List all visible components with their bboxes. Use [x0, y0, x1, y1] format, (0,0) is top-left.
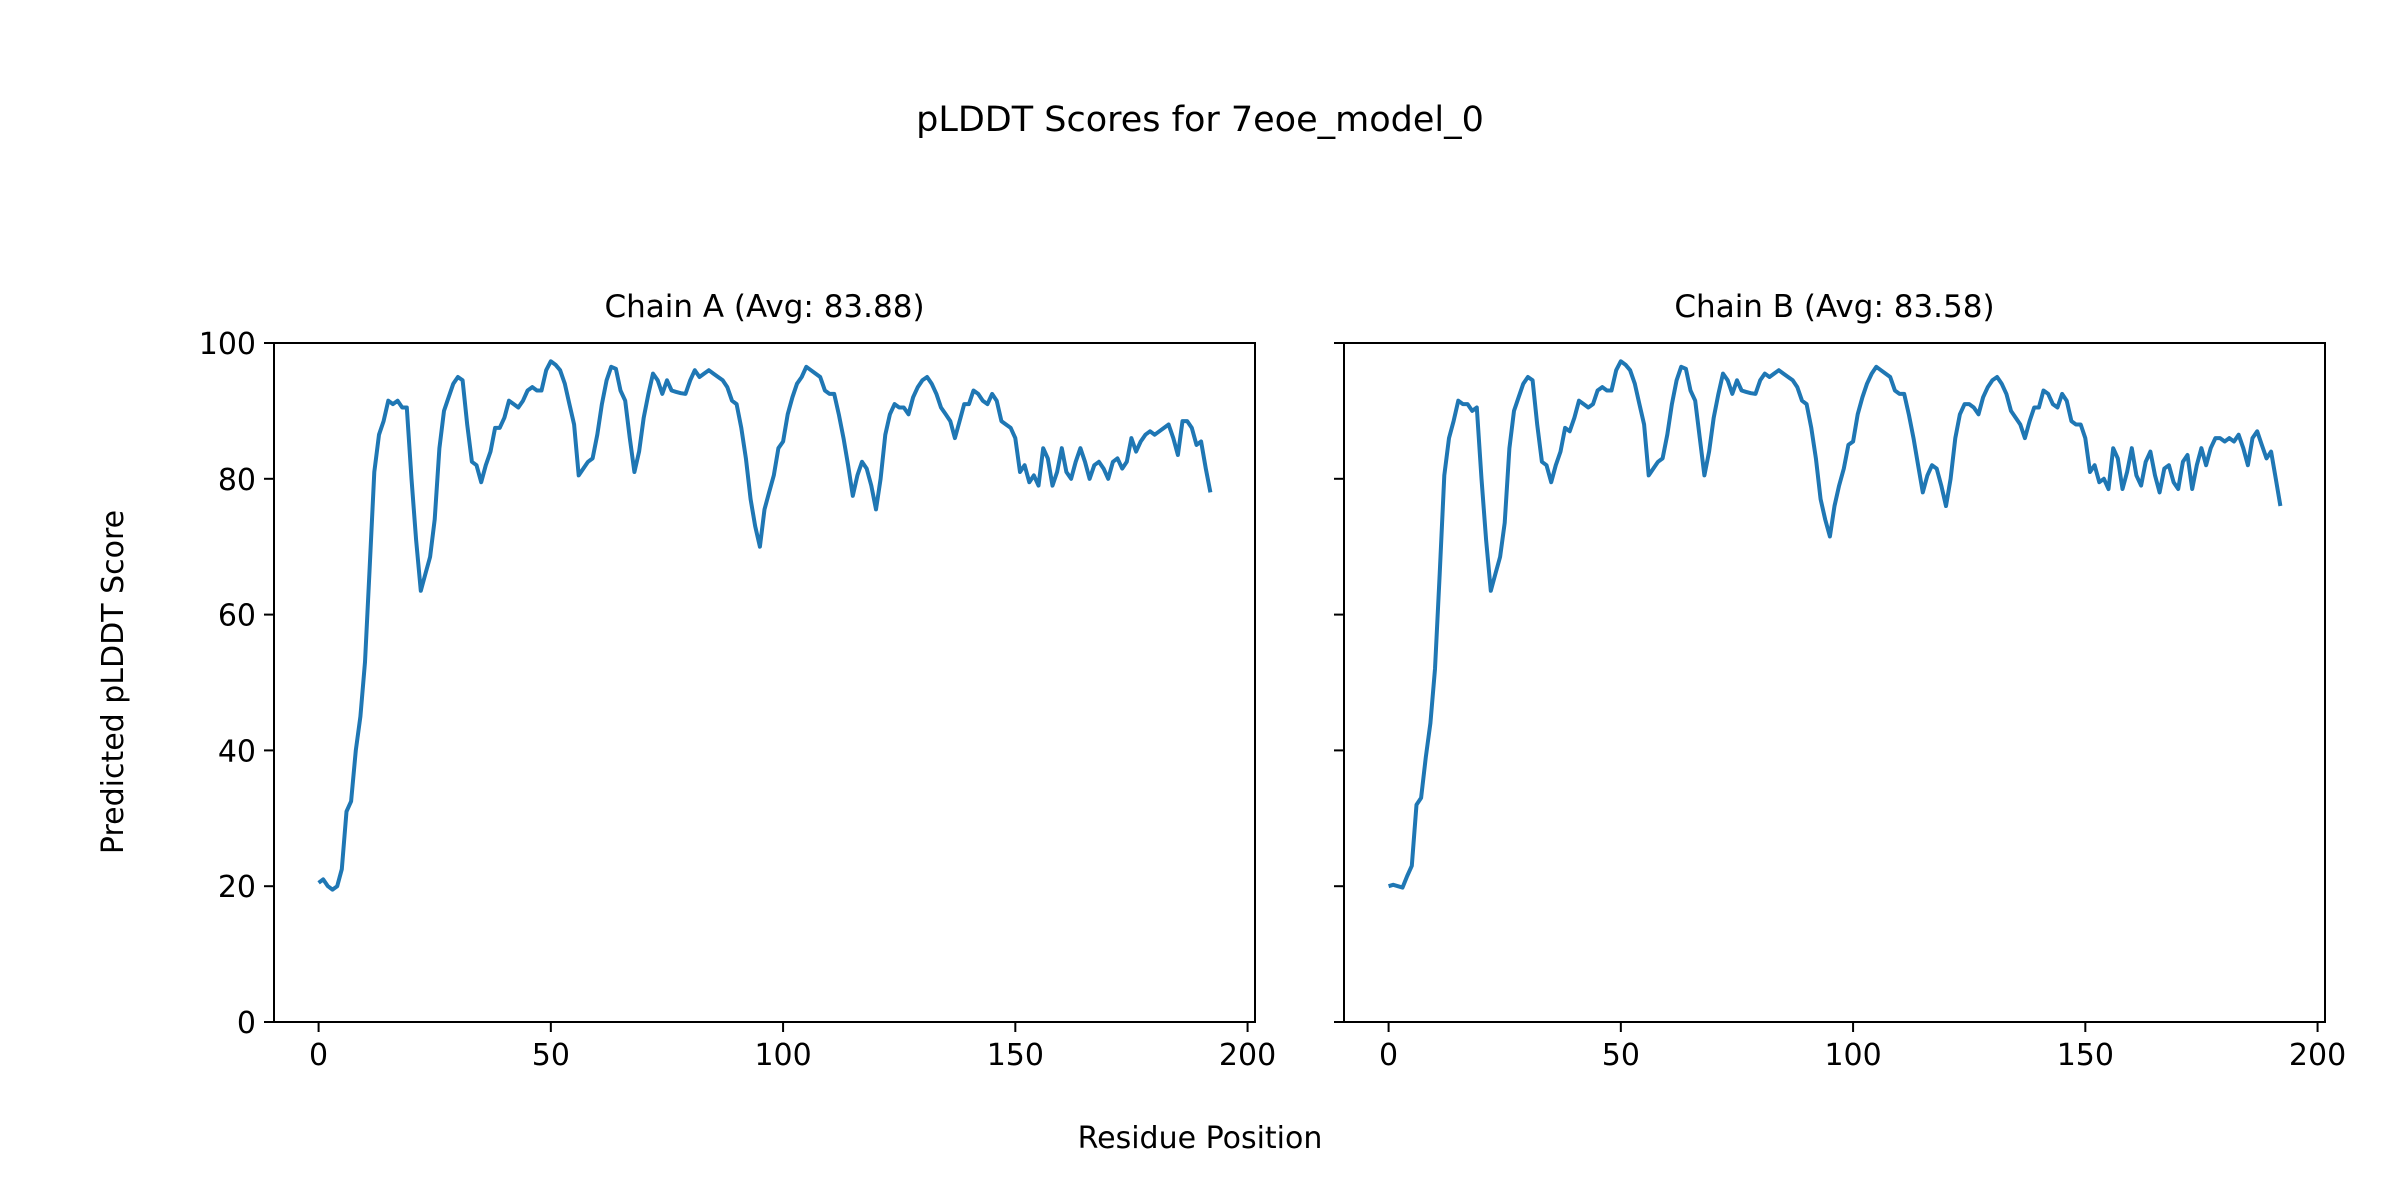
y-axis-label: Predicted pLDDT Score	[96, 510, 131, 854]
x-tick-label: 50	[1602, 1038, 1640, 1073]
figure-title: pLDDT Scores for 7eoe_model_0	[916, 100, 1484, 140]
y-tick-label: 100	[199, 327, 256, 362]
panel-title: Chain A (Avg: 83.88)	[604, 289, 924, 325]
axes-frame	[273, 342, 1256, 1023]
x-axis-label: Residue Position	[1078, 1121, 1323, 1156]
y-tick-label: 80	[218, 463, 256, 498]
y-tick-label: 0	[237, 1006, 256, 1041]
x-tick-label: 0	[1379, 1038, 1398, 1073]
x-tick-label: 50	[532, 1038, 570, 1073]
chart-panel-a: Chain A (Avg: 83.88) 0 50 100 150 200 0 20 40 60 8…	[199, 289, 1276, 1073]
chart-panel-b: Chain B (Avg: 83.58) 0 50 100 150 200	[1334, 289, 2346, 1073]
plddt-series-line	[1388, 359, 2283, 890]
axes-frame	[1343, 342, 2326, 1023]
panel-title: Chain B (Avg: 83.58)	[1674, 289, 1994, 325]
y-tick-label: 20	[218, 870, 256, 905]
x-tick-label: 200	[1219, 1038, 1276, 1073]
x-tick-label: 0	[309, 1038, 328, 1073]
x-tick-label: 100	[1824, 1038, 1881, 1073]
y-tick-label: 60	[218, 599, 256, 634]
x-tick-label: 100	[754, 1038, 811, 1073]
y-tick-label: 40	[218, 734, 256, 769]
x-tick-label: 150	[2057, 1038, 2114, 1073]
x-tick-label: 200	[2289, 1038, 2346, 1073]
plddt-series-line	[317, 359, 1213, 892]
x-tick-label: 150	[987, 1038, 1044, 1073]
